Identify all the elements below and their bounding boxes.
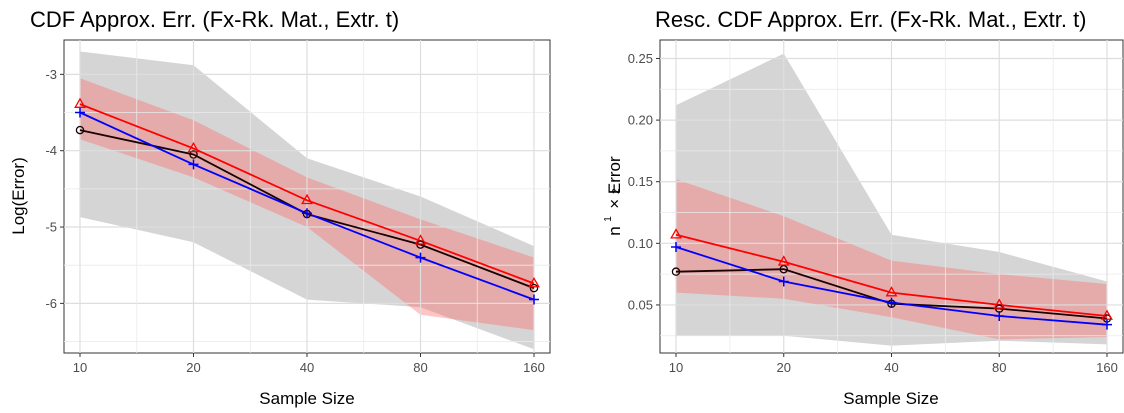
x-tick-label: 10 bbox=[669, 360, 683, 375]
marker-plus bbox=[415, 252, 426, 263]
marker-plus bbox=[994, 311, 1005, 322]
marker-triangle bbox=[1101, 309, 1113, 320]
marker-plus bbox=[188, 159, 199, 170]
marker-triangle bbox=[74, 97, 86, 108]
series-line-triangle bbox=[675, 233, 1108, 317]
marker-triangle bbox=[777, 255, 790, 266]
y-tick-label: -6 bbox=[45, 296, 57, 311]
chart-left: CDF Approx. Err. (Fx-Rk. Mat., Extr. t) … bbox=[9, 7, 551, 408]
marker-circle bbox=[75, 125, 85, 135]
y-label-exponent-den: 2 bbox=[611, 188, 622, 194]
marker-plus bbox=[671, 242, 681, 253]
marker-plus bbox=[778, 276, 789, 287]
y-label-base: n bbox=[605, 226, 624, 235]
x-tick-label: 160 bbox=[523, 360, 545, 375]
x-tick-label: 40 bbox=[884, 360, 898, 375]
marker-circle bbox=[529, 283, 539, 293]
chart-left-y-ticks: -6 -5 -4 -3 bbox=[45, 67, 64, 311]
chart-right-grid bbox=[660, 40, 1123, 353]
x-tick-label: 10 bbox=[73, 360, 87, 375]
chart-left-title: CDF Approx. Err. (Fx-Rk. Mat., Extr. t) bbox=[30, 7, 399, 32]
marker-triangle bbox=[528, 277, 540, 288]
chart-right-y-axis-label: n 1 × Error 2 bbox=[598, 156, 624, 236]
svg-text:n 1 × Error: n 1 × Error bbox=[598, 156, 624, 236]
chart-right-x-ticks: 10 20 40 80 160 bbox=[669, 353, 1118, 375]
y-label-exponent: 1 bbox=[603, 216, 614, 222]
y-tick-label: 0.15 bbox=[628, 174, 653, 189]
y-tick-label: -4 bbox=[45, 143, 57, 158]
marker-triangle bbox=[301, 193, 313, 205]
y-tick-label: 0.20 bbox=[628, 113, 653, 128]
chart-left-x-ticks: 10 20 40 80 160 bbox=[73, 353, 545, 375]
x-tick-label: 20 bbox=[186, 360, 200, 375]
x-tick-label: 80 bbox=[992, 360, 1006, 375]
chart-left-x-axis-label: Sample Size bbox=[259, 389, 354, 408]
series-line-triangle bbox=[79, 103, 535, 285]
marker-triangle bbox=[187, 141, 200, 153]
chart-right-title: Resc. CDF Approx. Err. (Fx-Rk. Mat., Ext… bbox=[655, 7, 1087, 32]
y-tick-label: 0.25 bbox=[628, 51, 653, 66]
marker-triangle bbox=[993, 298, 1006, 309]
chart-right: Resc. CDF Approx. Err. (Fx-Rk. Mat., Ext… bbox=[598, 7, 1124, 408]
x-tick-label: 20 bbox=[777, 360, 791, 375]
x-tick-label: 80 bbox=[413, 360, 427, 375]
marker-plus bbox=[886, 297, 897, 308]
marker-circle bbox=[189, 150, 198, 159]
marker-plus bbox=[75, 107, 85, 118]
y-tick-label: 0.05 bbox=[628, 297, 653, 312]
marker-triangle bbox=[670, 228, 682, 239]
y-label-suffix: × Error bbox=[605, 156, 624, 209]
marker-plus bbox=[1102, 319, 1112, 330]
chart-left-grid bbox=[64, 40, 550, 353]
chart-left-y-axis-label: Log(Error) bbox=[9, 157, 28, 234]
x-tick-label: 40 bbox=[300, 360, 314, 375]
marker-plus bbox=[302, 208, 312, 219]
y-tick-label: -3 bbox=[45, 67, 57, 82]
chart-left-series bbox=[74, 97, 540, 305]
chart-right-y-ticks: 0.05 0.10 0.15 0.20 0.25 bbox=[628, 51, 660, 312]
marker-plus bbox=[529, 294, 539, 305]
chart-right-x-axis-label: Sample Size bbox=[843, 389, 938, 408]
x-tick-label: 160 bbox=[1096, 360, 1118, 375]
marker-circle bbox=[671, 267, 681, 276]
marker-triangle bbox=[885, 286, 898, 297]
marker-triangle bbox=[414, 234, 427, 245]
chart-right-series bbox=[670, 228, 1113, 330]
y-tick-label: -5 bbox=[45, 220, 57, 235]
y-tick-label: 0.10 bbox=[628, 236, 653, 251]
